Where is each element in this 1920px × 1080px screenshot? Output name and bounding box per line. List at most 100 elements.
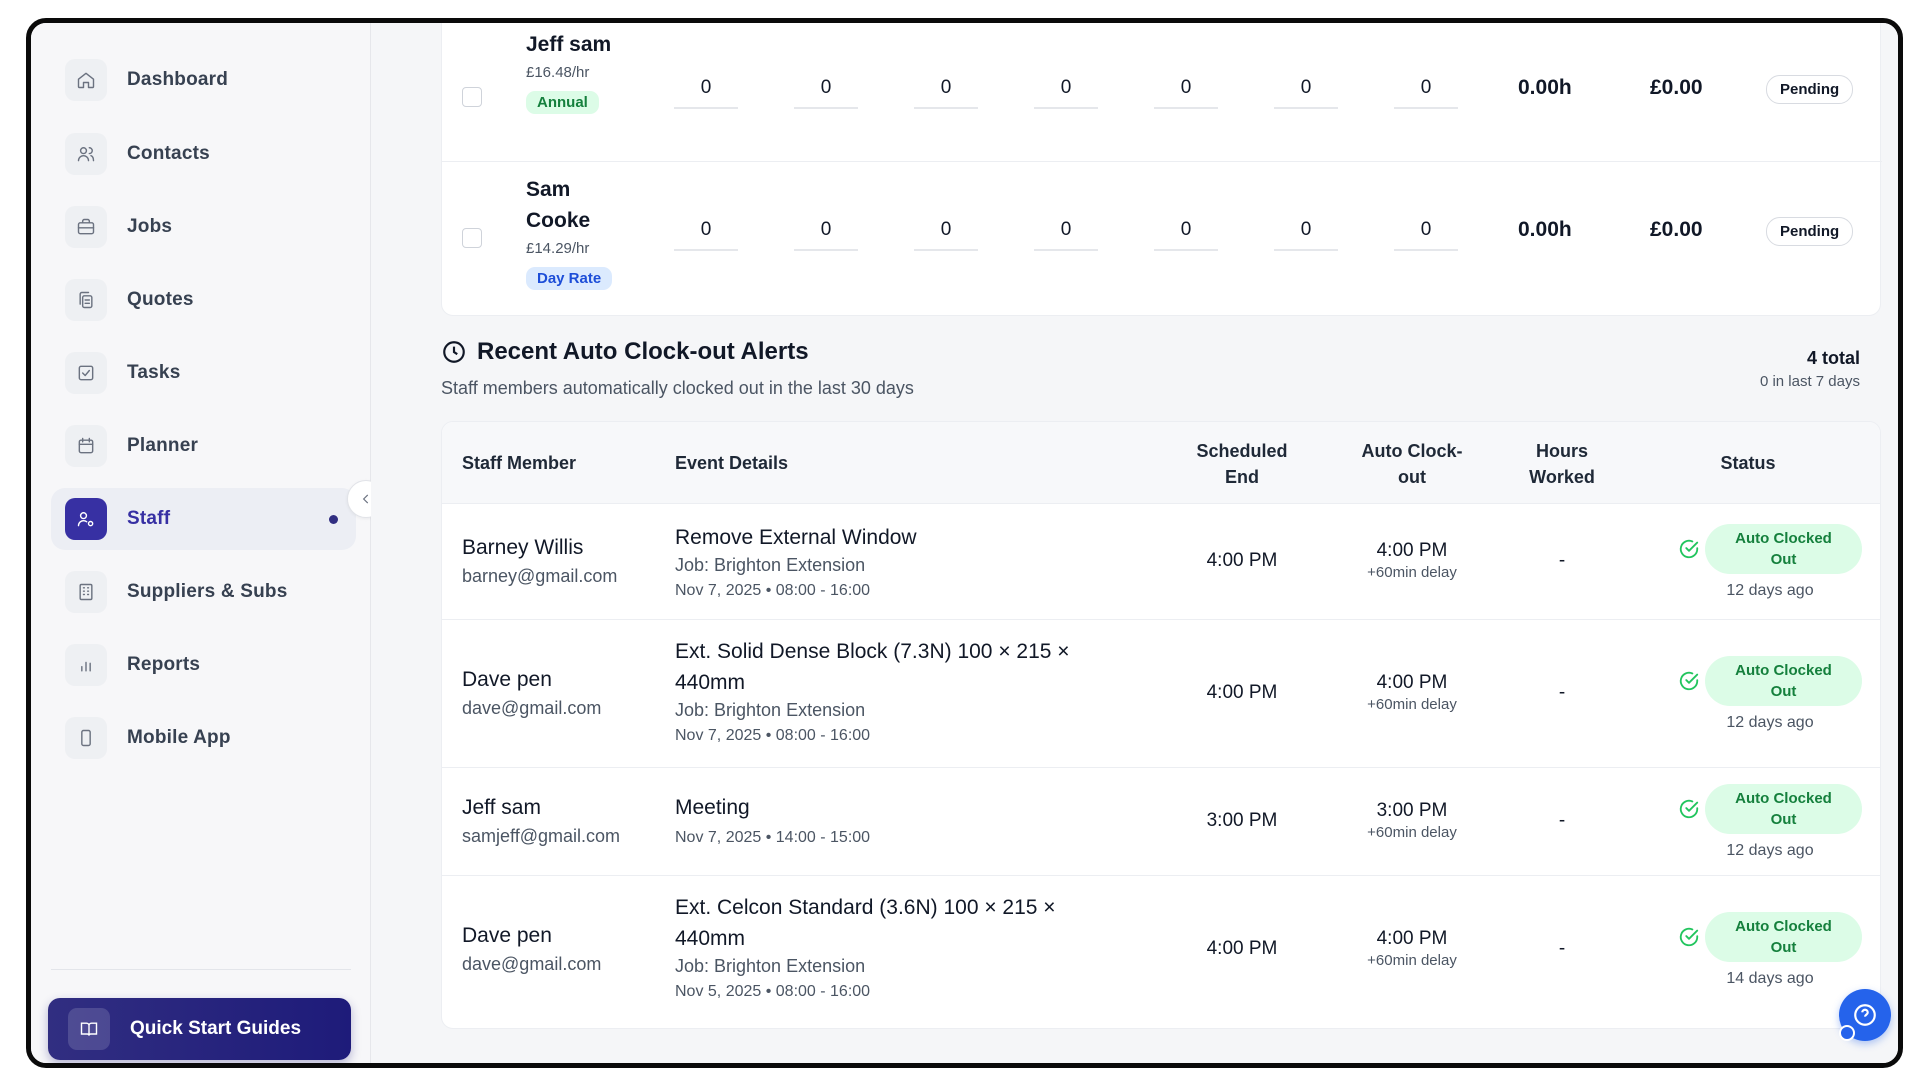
- total-count: 4 total: [1806, 348, 1860, 368]
- sidebar-item-quotes[interactable]: Quotes: [51, 269, 356, 331]
- table-row: Jeff sam £16.48/hr Annual 0 0 0 0 0 0 0 …: [442, 23, 1882, 162]
- day-hours-input[interactable]: 0: [1394, 219, 1458, 251]
- staff-name: Dave pen: [462, 924, 552, 947]
- book-open-icon: [68, 1008, 110, 1050]
- table-row[interactable]: Jeff sam samjeff@gmail.com Meeting Nov 7…: [442, 768, 1880, 876]
- badge-line: Auto Clocked: [1735, 918, 1832, 935]
- sidebar-item-label: Suppliers & Subs: [127, 581, 288, 602]
- employee-info: Jeff sam £16.48/hr Annual: [526, 29, 611, 114]
- help-drag-handle[interactable]: [1839, 1025, 1855, 1041]
- day-hours-input[interactable]: 0: [794, 77, 858, 109]
- day-hours-input[interactable]: 0: [1154, 219, 1218, 251]
- sidebar-item-label: Contacts: [127, 143, 210, 164]
- event-date: Nov 5, 2025 • 08:00 - 16:00: [675, 983, 871, 1000]
- user-settings-icon: [65, 498, 107, 540]
- scheduled-end: 4:00 PM: [1206, 682, 1278, 703]
- sidebar: Dashboard Contacts Jobs Quotes Tasks Pla…: [31, 23, 371, 1063]
- sidebar-item-label: Mobile App: [127, 727, 231, 748]
- event-cell: Remove External Window Job: Brighton Ext…: [675, 522, 917, 600]
- event-title: Remove External Window: [675, 526, 917, 549]
- sidebar-item-planner[interactable]: Planner: [51, 415, 356, 477]
- day-hours-input[interactable]: 0: [1034, 219, 1098, 251]
- hours-worked: -: [1558, 550, 1566, 571]
- briefcase-icon: [65, 206, 107, 248]
- pay-type-badge: Day Rate: [526, 267, 613, 290]
- event-date: Nov 7, 2025 • 08:00 - 16:00: [675, 582, 871, 599]
- calendar-icon: [65, 425, 107, 467]
- auto-clockout-time: 4:00 PM: [1376, 928, 1448, 949]
- staff-email: dave@gmail.com: [462, 954, 602, 974]
- table-row[interactable]: Barney Willis barney@gmail.com Remove Ex…: [442, 504, 1880, 620]
- status-badge: Auto Clocked Out: [1705, 784, 1862, 834]
- event-cell: Meeting Nov 7, 2025 • 14:00 - 15:00: [675, 792, 870, 847]
- time-ago: 12 days ago: [1726, 582, 1814, 599]
- section-title: Recent Auto Clock-out Alerts: [441, 338, 809, 366]
- table-row[interactable]: Dave pen dave@gmail.com Ext. Celcon Stan…: [442, 876, 1880, 1028]
- sidebar-item-suppliers-subs[interactable]: Suppliers & Subs: [51, 561, 356, 623]
- time-ago: 14 days ago: [1726, 970, 1814, 987]
- smartphone-icon: [65, 717, 107, 759]
- sidebar-item-jobs[interactable]: Jobs: [51, 196, 356, 258]
- column-header-event: Event Details: [675, 453, 789, 473]
- auto-clockout-cell: 4:00 PM +60min delay: [1342, 540, 1482, 581]
- day-hours-input[interactable]: 0: [1274, 77, 1338, 109]
- column-header-auto-clockout: Auto Clock- out: [1337, 438, 1487, 490]
- quick-start-guides-label: Quick Start Guides: [130, 1018, 302, 1039]
- home-icon: [65, 59, 107, 101]
- day-hours-input[interactable]: 0: [1034, 77, 1098, 109]
- status-badge: Auto Clocked Out: [1705, 524, 1862, 574]
- staff-cell: Dave pen dave@gmail.com: [462, 668, 601, 719]
- employee-info: Sam Cooke £14.29/hr Day Rate: [526, 174, 626, 290]
- day-hours-input[interactable]: 0: [1394, 77, 1458, 109]
- day-hours-input[interactable]: 0: [674, 219, 738, 251]
- sidebar-item-staff[interactable]: Staff: [51, 488, 356, 550]
- table-row[interactable]: Dave pen dave@gmail.com Ext. Solid Dense…: [442, 620, 1880, 768]
- row-checkbox[interactable]: [462, 228, 482, 248]
- header-line: Scheduled: [1196, 441, 1288, 461]
- check-circle-icon: [1678, 538, 1700, 560]
- day-hours-input[interactable]: 0: [794, 219, 858, 251]
- employee-rate: £16.48/hr: [526, 64, 590, 81]
- column-header-scheduled-end: Scheduled End: [1172, 438, 1312, 490]
- column-header-staff: Staff Member: [462, 453, 577, 473]
- staff-name: Dave pen: [462, 668, 552, 691]
- check-circle-icon: [1678, 926, 1700, 948]
- sidebar-item-mobile-app[interactable]: Mobile App: [51, 707, 356, 769]
- sidebar-item-tasks[interactable]: Tasks: [51, 342, 356, 404]
- row-checkbox[interactable]: [462, 87, 482, 107]
- event-title-continued: 440mm: [675, 671, 746, 694]
- recent-count: 0 in last 7 days: [1759, 373, 1860, 390]
- check-circle-icon: [1678, 670, 1700, 692]
- users-icon: [65, 133, 107, 175]
- quick-start-guides-button[interactable]: Quick Start Guides: [48, 998, 351, 1060]
- sidebar-item-dashboard[interactable]: Dashboard: [51, 49, 356, 111]
- day-hours-input[interactable]: 0: [674, 77, 738, 109]
- employee-rate: £14.29/hr: [526, 240, 590, 257]
- sidebar-item-label: Quotes: [127, 289, 194, 310]
- clock-icon: [443, 341, 465, 363]
- day-hours-input[interactable]: 0: [1274, 219, 1338, 251]
- staff-email: barney@gmail.com: [462, 566, 618, 586]
- badge-line: Auto Clocked: [1735, 530, 1832, 547]
- time-ago: 12 days ago: [1726, 842, 1814, 859]
- header-line: Worked: [1529, 467, 1595, 487]
- sidebar-item-label: Staff: [127, 508, 171, 529]
- event-date: Nov 7, 2025 • 14:00 - 15:00: [675, 829, 871, 846]
- header-line: out: [1398, 467, 1426, 487]
- day-hours-input[interactable]: 0: [914, 219, 978, 251]
- help-circle-icon: [1854, 1004, 1876, 1026]
- badge-line: Out: [1770, 811, 1797, 828]
- auto-clockout-delay: +60min delay: [1367, 696, 1457, 713]
- header-line: Hours: [1535, 441, 1588, 461]
- sidebar-item-label: Reports: [127, 654, 201, 675]
- day-hours-input[interactable]: 0: [1154, 77, 1218, 109]
- employee-name: Sam Cooke: [526, 178, 591, 232]
- total-hours: 0.00h: [1518, 76, 1572, 99]
- sidebar-item-reports[interactable]: Reports: [51, 634, 356, 696]
- sidebar-item-contacts[interactable]: Contacts: [51, 123, 356, 185]
- staff-cell: Barney Willis barney@gmail.com: [462, 536, 617, 587]
- day-hours-input[interactable]: 0: [914, 77, 978, 109]
- sidebar-item-label: Dashboard: [127, 69, 229, 90]
- sidebar-item-label: Tasks: [127, 362, 181, 383]
- staff-cell: Dave pen dave@gmail.com: [462, 924, 601, 975]
